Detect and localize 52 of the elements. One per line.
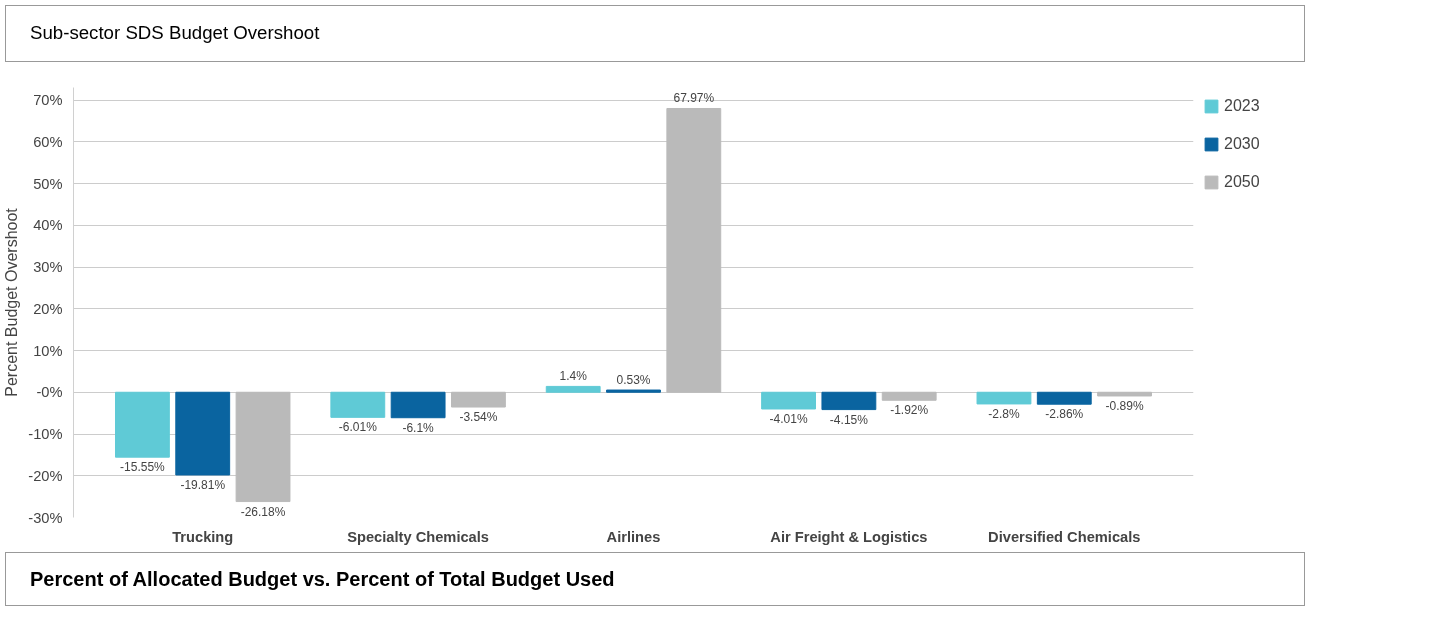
legend-label: 2030 — [1224, 134, 1260, 153]
x-tick-label: Trucking — [172, 528, 234, 545]
data-label: -6.01% — [338, 420, 378, 435]
bar — [1036, 391, 1092, 405]
bar — [451, 391, 506, 408]
y-tick-label: 70% — [33, 91, 63, 108]
data-label: -3.54% — [459, 409, 498, 424]
legend-label: 2023 — [1224, 96, 1260, 115]
data-label: -2.8% — [988, 406, 1020, 421]
bar — [545, 385, 601, 393]
x-tick-label: Air Freight & Logistics — [770, 528, 928, 545]
data-label: -4.01% — [769, 411, 808, 426]
bar — [606, 389, 661, 393]
bar — [235, 391, 291, 502]
data-label: -6.1% — [402, 420, 435, 435]
data-label: -2.86% — [1045, 406, 1084, 421]
legend-label: 2050 — [1224, 172, 1260, 191]
y-tick-label: 30% — [33, 258, 63, 275]
y-tick-label: -10% — [28, 425, 63, 442]
bar — [881, 391, 937, 401]
bar — [115, 391, 170, 458]
data-label: -15.55% — [120, 459, 166, 474]
bar — [976, 391, 1032, 405]
y-tick-label: 60% — [33, 133, 63, 150]
bar — [1097, 391, 1152, 397]
chart-title: Sub-sector SDS Budget Overshoot — [30, 21, 320, 45]
y-tick-label: -0% — [36, 383, 63, 400]
x-tick-label: Specialty Chemicals — [347, 528, 489, 545]
text: Percent of Allocated Budget vs. Percent of Total Budget Used — [30, 566, 615, 592]
data-label: -4.15% — [829, 412, 869, 427]
bar — [821, 391, 877, 410]
bar — [330, 391, 386, 418]
y-tick-label: 10% — [33, 342, 63, 359]
data-label: -0.89% — [1105, 398, 1144, 413]
y-tick-label: 50% — [33, 175, 63, 192]
y-tick-label: -30% — [28, 509, 63, 526]
bar — [175, 391, 231, 476]
y-tick-label: -20% — [28, 467, 63, 484]
data-label: 0.53% — [616, 372, 651, 387]
y-tick-label: 20% — [33, 300, 63, 317]
y-axis-title: Percent Budget Overshoot — [3, 207, 21, 397]
data-label: 67.97% — [673, 91, 715, 106]
data-label: 1.4% — [559, 369, 588, 384]
y-tick-label: 40% — [33, 216, 63, 233]
bar — [390, 391, 446, 418]
bar — [761, 391, 816, 410]
x-tick-label: Airlines — [606, 528, 661, 545]
bar — [666, 107, 722, 393]
x-tick-label: Diversified Chemicals — [988, 528, 1141, 545]
data-label: -26.18% — [240, 504, 286, 519]
data-label: -1.92% — [890, 402, 929, 417]
data-label: -19.81% — [180, 477, 226, 492]
